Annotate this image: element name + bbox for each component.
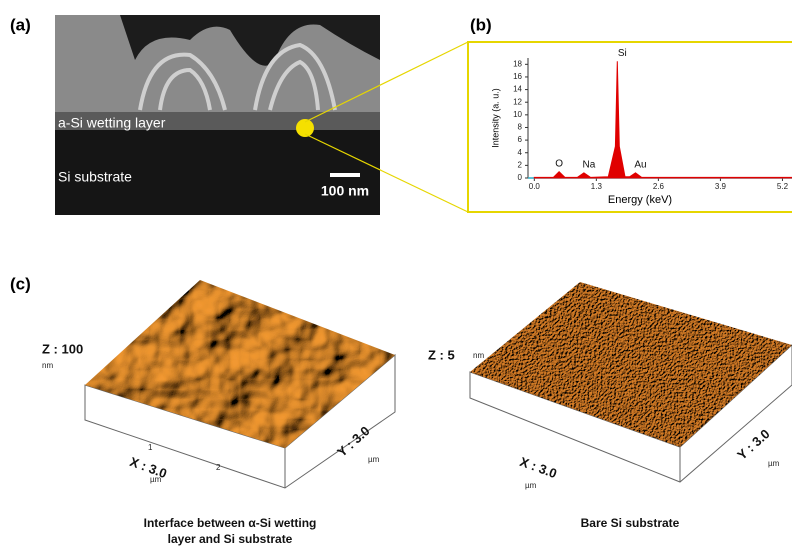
x-tick: 2 [216,463,221,472]
x-tick-label: 3.9 [715,182,727,191]
figure: (a) a-Si wetting layer Si substrate 100 … [0,0,792,547]
x-tick-label: 5.2 [777,182,789,191]
peak-label: Si [618,48,627,59]
scale-bar-label: 100 nm [321,183,369,199]
layer-label: a-Si wetting layer [58,115,166,131]
x-tick-label: 2.6 [653,182,665,191]
x-label: X : 3.0 [518,454,559,481]
spectrum [534,61,792,178]
y-tick-label: 6 [518,135,523,144]
peak-label: O [555,158,563,169]
z-label: Z : 100 [42,341,83,356]
x-label: X : 3.0 [128,454,169,481]
z-unit: nm [42,361,53,370]
caption: Bare Si substrate [581,516,680,530]
y-tick-label: 2 [518,160,523,169]
x-tick-label: 0.0 [529,182,541,191]
caption: layer and Si substrate [168,532,293,546]
x-tick-label: 1.3 [591,182,603,191]
x-axis-title: Energy (keV) [608,194,672,206]
y-tick-label: 16 [513,72,522,81]
y-label: Y : 3.0 [734,426,772,463]
x-unit: µm [150,475,162,484]
peak-label: Na [583,160,596,171]
z-unit: nm [473,351,484,360]
z-label: Z : 5 [428,347,455,362]
x-unit: µm [525,481,537,490]
y-tick-label: 8 [518,123,523,132]
chart: 0 2 4 6 8 10 12 14 16 18 0.0 1.3 2.6 3.9 5.2 O Na Si Au Ene… [490,48,792,206]
y-tick-label: 10 [513,110,522,119]
y-tick-label: 4 [518,148,523,157]
y-unit: µm [768,459,780,468]
y-unit: µm [368,455,380,464]
panel-label: (b) [470,15,492,34]
peak-label: Au [634,160,646,171]
panel-label: (a) [10,15,31,34]
panel-label: (c) [10,274,31,293]
y-axis-title: Intensity (a. u.) [490,88,500,148]
y-tick-label: 14 [513,85,522,94]
x-tick: 1 [148,443,153,452]
y-tick-label: 0 [518,173,523,182]
y-tick-label: 12 [513,97,522,106]
caption: Interface between α-Si wetting [144,516,317,530]
y-tick-label: 18 [513,59,522,68]
layer-label: Si substrate [58,169,132,185]
